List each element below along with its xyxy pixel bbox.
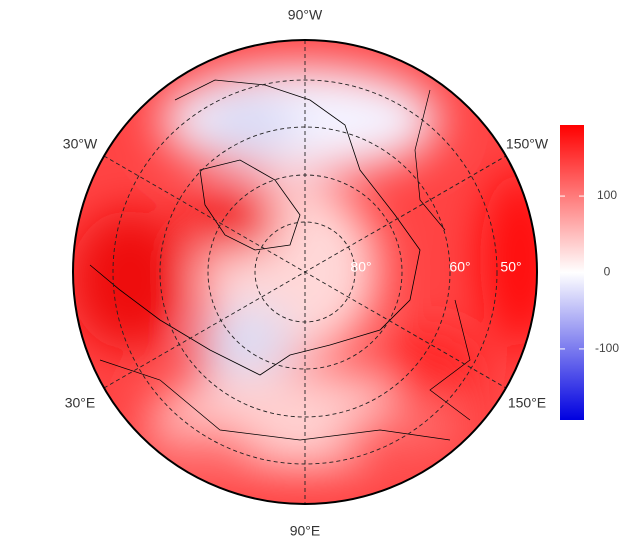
longitude-label: 150°E [508,395,546,411]
coastline [199,159,301,251]
colorbar-tick-label: 100 [597,188,617,202]
colorbar-tick-label: 0 [604,265,611,279]
longitude-label: 30°W [63,136,98,152]
graticule [103,40,507,504]
longitude-label: 90°E [290,523,321,539]
latitude-label: 60° [449,259,470,275]
latitude-label: 50° [500,259,521,275]
colorbar-ticks: -100 0 100 [560,188,619,355]
heatmap [73,40,537,504]
longitude-label: 30°E [65,395,96,411]
latitude-label: 80° [350,259,371,275]
coastline [89,79,421,376]
longitude-label: 150°W [506,136,549,152]
longitude-label: 90°W [288,7,323,23]
map-border [72,39,538,505]
colorbar-tick-label: -100 [595,341,619,355]
